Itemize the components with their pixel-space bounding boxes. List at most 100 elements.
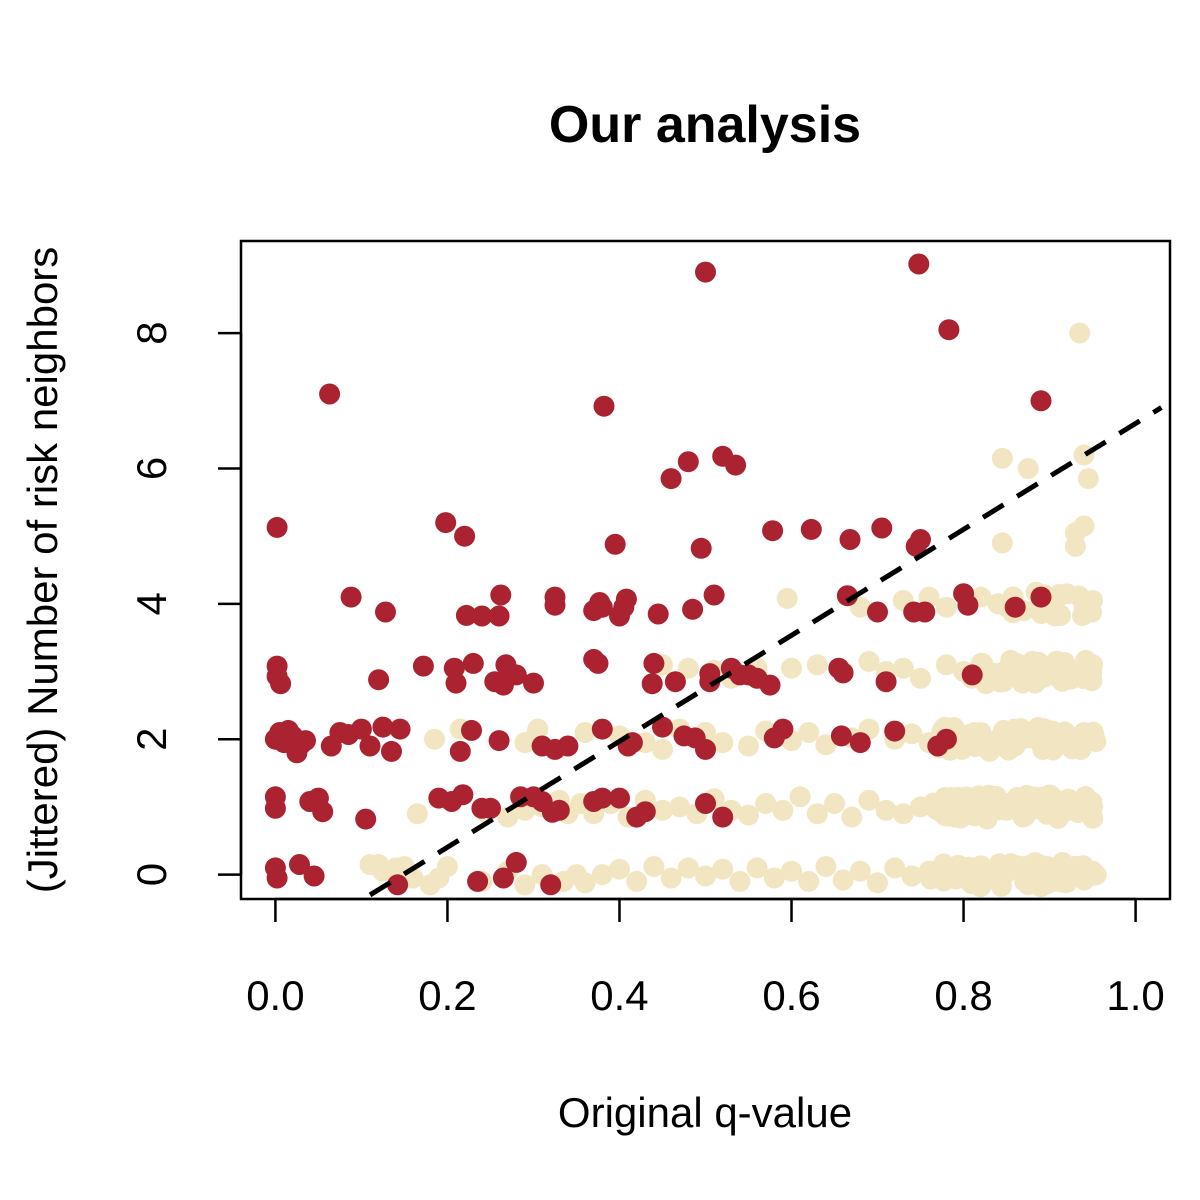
data-point: [544, 594, 566, 616]
data-point: [849, 860, 871, 882]
data-point: [445, 672, 467, 694]
data-point: [1021, 722, 1043, 743]
data-point: [435, 512, 457, 534]
data-point: [574, 722, 596, 743]
data-point: [815, 734, 837, 756]
data-point: [1004, 596, 1026, 618]
data-point: [1021, 650, 1043, 672]
data-point: [858, 650, 880, 672]
data-point: [806, 803, 828, 825]
data-point: [858, 789, 880, 811]
data-point: [643, 856, 665, 877]
y-axis-label: (Jittered) Number of risk neighbors: [19, 247, 66, 894]
data-point: [591, 718, 613, 740]
data-point: [591, 787, 613, 809]
data-point: [755, 793, 777, 814]
data-point: [1064, 535, 1086, 557]
data-point: [703, 584, 725, 606]
data-point: [908, 253, 930, 275]
data-point: [289, 854, 310, 875]
data-point: [776, 587, 798, 609]
data-point: [987, 870, 1009, 892]
data-point: [699, 663, 721, 685]
data-point: [830, 725, 852, 747]
data-point: [1004, 858, 1026, 880]
data-point: [944, 803, 966, 825]
data-point: [381, 740, 402, 762]
data-point: [652, 738, 673, 760]
data-point: [832, 869, 854, 891]
y-tick-label: 2: [128, 728, 175, 751]
data-point: [712, 806, 734, 828]
y-tick-label: 6: [128, 457, 175, 480]
data-point: [355, 808, 377, 830]
data-point: [372, 716, 394, 738]
data-point: [643, 652, 665, 674]
data-point: [1082, 728, 1104, 750]
data-point: [634, 801, 656, 823]
data-point: [677, 657, 699, 679]
data-point: [1017, 458, 1039, 479]
data-point: [953, 857, 975, 879]
data-point: [1021, 867, 1043, 889]
data-point: [295, 730, 316, 752]
data-point: [1082, 590, 1104, 611]
data-point: [406, 803, 428, 825]
data-point: [664, 671, 686, 693]
data-point: [1082, 860, 1104, 882]
data-point: [641, 673, 663, 695]
data-point: [1039, 857, 1061, 879]
data-point: [677, 451, 699, 473]
data-point: [759, 674, 781, 696]
data-point: [609, 787, 630, 809]
data-point: [1064, 793, 1086, 814]
data-point: [505, 851, 527, 873]
data-point: [591, 864, 613, 886]
data-point: [763, 867, 785, 889]
data-point: [1030, 390, 1052, 412]
data-point: [264, 797, 286, 819]
data-point: [789, 786, 811, 808]
data-point: [359, 735, 381, 757]
data-point: [1030, 586, 1052, 608]
x-tick-label: 0.0: [246, 972, 304, 1019]
data-point: [884, 857, 906, 879]
data-point: [266, 516, 288, 538]
data-point: [270, 673, 292, 695]
data-point: [927, 735, 949, 757]
data-point: [832, 662, 854, 684]
data-point: [892, 657, 914, 679]
data-point: [961, 664, 983, 686]
data-point: [746, 857, 768, 879]
data-point: [772, 718, 794, 740]
data-point: [587, 652, 609, 674]
data-point: [695, 261, 716, 283]
data-point: [884, 720, 906, 742]
data-point: [729, 870, 751, 892]
data-point: [871, 517, 893, 539]
data-point: [480, 797, 501, 819]
data-point: [910, 667, 931, 689]
data-point: [725, 454, 747, 476]
chart-title: Our analysis: [549, 96, 861, 154]
data-point: [695, 738, 716, 760]
x-axis: 0.0 0.2 0.4 0.6 0.8 1.0: [246, 897, 1165, 1019]
x-tick-label: 0.4: [590, 972, 648, 1019]
x-tick-label: 0.6: [762, 972, 820, 1019]
data-point: [488, 605, 510, 627]
data-point: [901, 723, 923, 745]
data-point: [462, 652, 484, 674]
data-point: [1004, 657, 1026, 679]
data-point: [312, 801, 334, 823]
data-point: [609, 858, 630, 880]
reference-line: [368, 405, 1163, 898]
data-point: [1056, 583, 1078, 605]
data-point: [1073, 444, 1095, 466]
data-point: [914, 601, 936, 623]
data-point: [682, 598, 704, 620]
data-point: [892, 803, 914, 825]
data-point: [1056, 864, 1078, 886]
y-tick-label: 4: [128, 592, 175, 615]
data-point: [690, 537, 712, 559]
